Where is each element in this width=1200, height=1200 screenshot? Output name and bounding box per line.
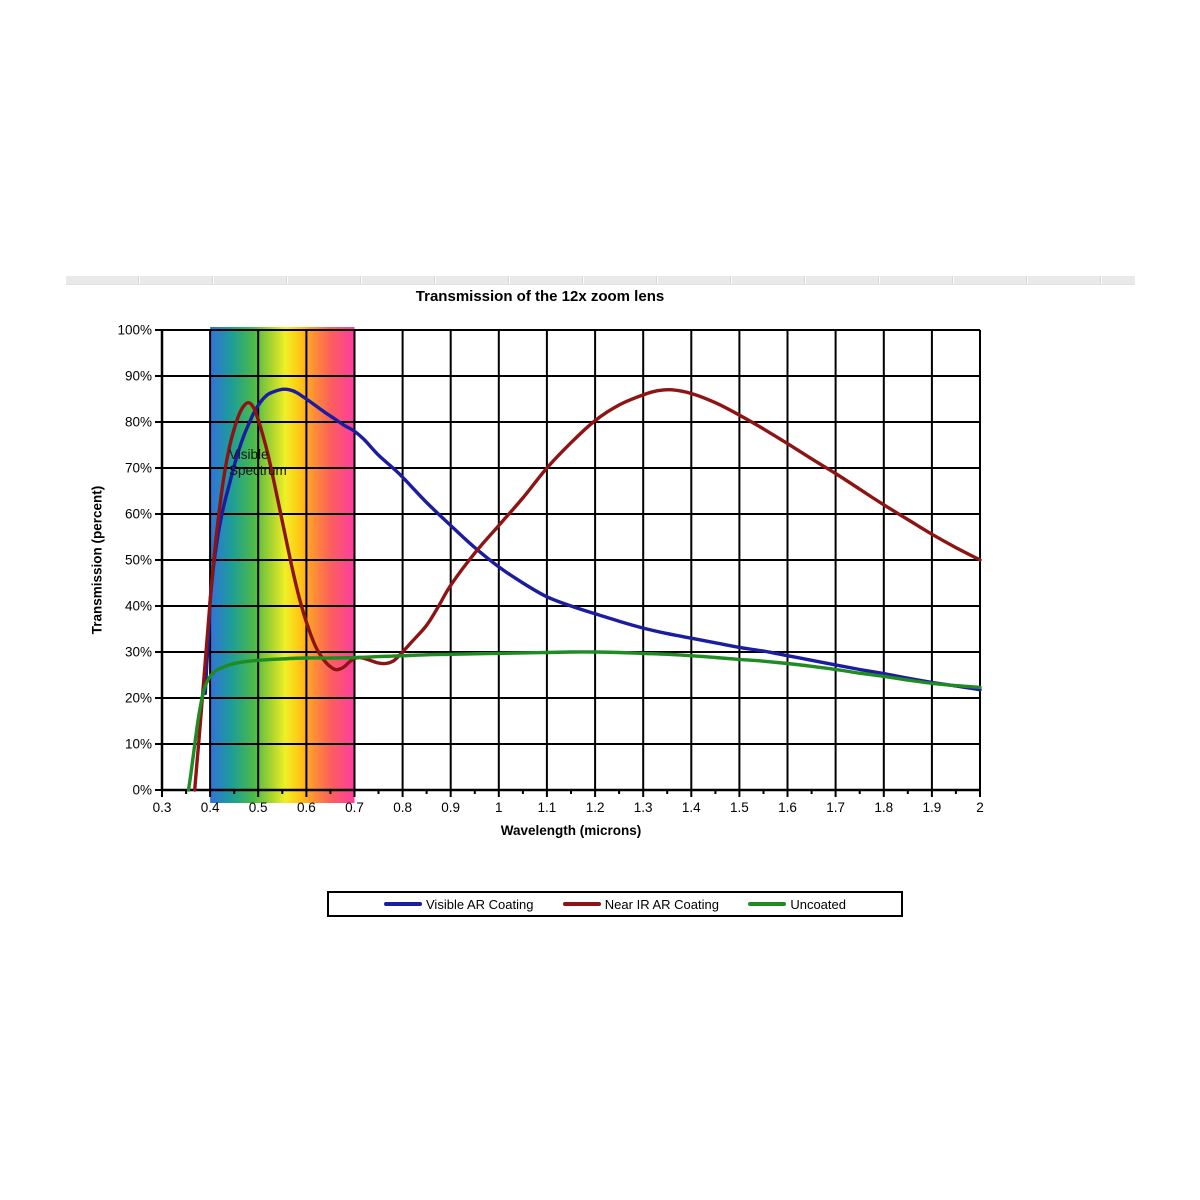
y-tick-label: 60% xyxy=(125,507,152,522)
y-axis-title: Transmission (percent) xyxy=(89,485,105,635)
visible-spectrum-band xyxy=(210,327,355,803)
x-axis-title: Wavelength (microns) xyxy=(500,823,642,838)
x-tick-label: 1.3 xyxy=(634,800,653,815)
y-tick-label: 50% xyxy=(125,553,152,568)
x-tick-label: 1 xyxy=(495,800,503,815)
y-tick-label: 30% xyxy=(125,645,152,660)
x-tick-label: 1.5 xyxy=(730,800,749,815)
legend-label-uncoated: Uncoated xyxy=(790,896,846,912)
y-tick-label: 70% xyxy=(125,461,152,476)
x-tick-label: 0.7 xyxy=(345,800,364,815)
x-tick-label: 0.4 xyxy=(201,800,220,815)
y-tick-label: 100% xyxy=(117,323,152,338)
x-tick-label: 1.4 xyxy=(682,800,701,815)
y-tick-label: 10% xyxy=(125,737,152,752)
x-tick-label: 0.5 xyxy=(249,800,268,815)
legend-label-near-ir-ar-coating: Near IR AR Coating xyxy=(604,896,719,912)
x-tick-label: 1.7 xyxy=(826,800,845,815)
series-near-ir-ar-coating xyxy=(193,387,982,792)
x-tick-label: 0.8 xyxy=(393,800,412,815)
visible-spectrum-label: Visible Spectrum xyxy=(229,447,287,478)
x-tick-label: 1.1 xyxy=(538,800,557,815)
legend-line-uncoated xyxy=(748,902,787,906)
spreadsheet-row-strip xyxy=(66,276,1135,285)
x-tick-label: 0.6 xyxy=(297,800,316,815)
x-tick-label: 1.8 xyxy=(874,800,893,815)
y-tick-label: 90% xyxy=(125,369,152,384)
y-tick-label: 0% xyxy=(132,783,152,798)
series-visible-ar-coating xyxy=(203,387,982,696)
x-tick-label: 1.2 xyxy=(586,800,605,815)
chart-title: Transmission of the 12x zoom lens xyxy=(415,288,665,305)
y-tick-label: 20% xyxy=(125,691,152,706)
legend-line-visible-ar-coating xyxy=(384,902,422,906)
series-uncoated xyxy=(186,650,982,792)
y-tick-label: 80% xyxy=(125,415,152,430)
x-tick-label: 0.9 xyxy=(441,800,460,815)
legend-line-near-ir-ar-coating xyxy=(562,902,601,906)
legend-item-uncoated: Uncoated xyxy=(748,897,846,912)
x-tick-label: 1.9 xyxy=(923,800,942,815)
x-tick-label: 0.3 xyxy=(153,800,172,815)
x-tick-label: 1.6 xyxy=(778,800,797,815)
legend-item-visible-ar-coating: Visible AR Coating xyxy=(384,897,533,912)
legend-item-near-ir-ar-coating: Near IR AR Coating xyxy=(562,896,719,912)
y-tick-label: 40% xyxy=(125,599,152,614)
legend: Visible AR Coating Near IR AR Coating Un… xyxy=(327,891,903,917)
legend-label-visible-ar-coating: Visible AR Coating xyxy=(426,896,534,912)
x-tick-label: 2 xyxy=(976,800,984,815)
